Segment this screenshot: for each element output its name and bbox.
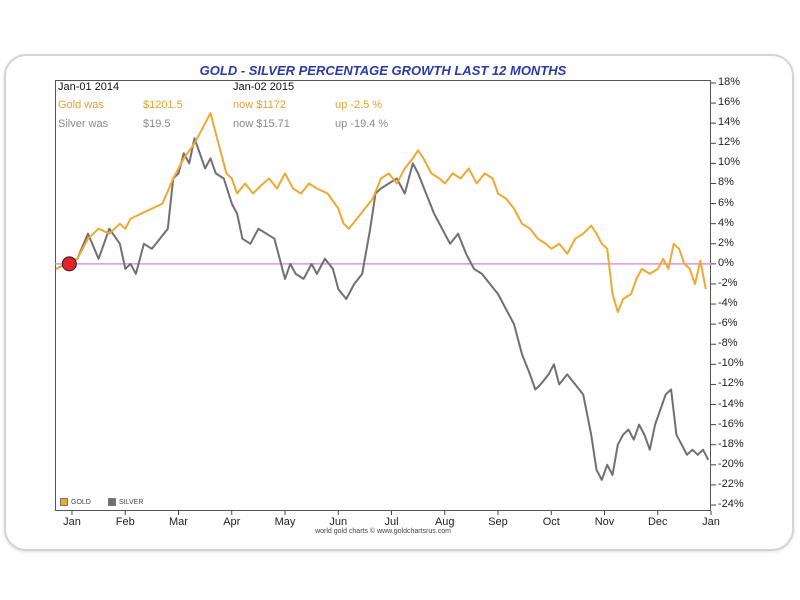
y-tick-label: 0% xyxy=(718,256,734,269)
silver-label: Silver was xyxy=(58,118,109,130)
chart-credit: world gold charts © www.goldchartsrus.co… xyxy=(315,528,451,535)
x-tick-label: Mar xyxy=(169,516,188,528)
y-tick-label: -14% xyxy=(718,397,744,410)
series-line-gold xyxy=(55,112,707,314)
y-tick-label: 4% xyxy=(718,216,734,229)
y-tick-label: -4% xyxy=(718,297,738,310)
y-tick-label: 10% xyxy=(718,156,741,169)
x-tick-label: Sep xyxy=(488,516,508,528)
y-tick-label: 18% xyxy=(718,76,741,88)
start-point-marker xyxy=(61,256,77,272)
x-tick-label: Jan xyxy=(63,516,81,528)
legend-silver: SILVER xyxy=(108,498,143,506)
y-tick-label: -18% xyxy=(718,437,744,450)
y-tick-label: 16% xyxy=(718,96,741,109)
silver-start-price: $19.5 xyxy=(143,118,171,130)
x-tick-label: Feb xyxy=(115,516,135,528)
y-tick-label: 12% xyxy=(718,136,741,149)
date-end: Jan-02 2015 xyxy=(233,81,295,93)
silver-now-price: now $15.71 xyxy=(233,118,290,130)
y-tick-label: -24% xyxy=(718,498,744,510)
y-tick-label: -2% xyxy=(718,276,738,289)
x-tick-label: Oct xyxy=(542,516,560,528)
x-tick-label: Dec xyxy=(647,516,668,528)
legend-gold-swatch xyxy=(60,498,68,506)
x-tick-label: Apr xyxy=(223,516,241,528)
y-tick-label: -20% xyxy=(718,457,744,470)
x-tick-label: Jun xyxy=(329,516,348,528)
gold-label: Gold was xyxy=(58,99,104,111)
silver-change: up -19.4 % xyxy=(335,118,389,130)
y-tick-label: -10% xyxy=(718,357,744,370)
x-tick-label: Jan xyxy=(702,516,720,528)
y-tick-label: -6% xyxy=(718,317,738,330)
gold-start-price: $1201.5 xyxy=(143,99,183,111)
y-tick-label: 8% xyxy=(718,176,734,189)
y-tick-label: 14% xyxy=(718,116,741,129)
x-tick-label: Aug xyxy=(434,516,455,528)
x-tick-label: May xyxy=(274,516,296,528)
date-start: Jan-01 2014 xyxy=(58,81,120,93)
gold-change: up -2.5 % xyxy=(335,99,383,111)
plot-area xyxy=(55,80,711,511)
chart-title: GOLD - SILVER PERCENTAGE GROWTH LAST 12 … xyxy=(199,63,567,78)
x-tick-label: Jul xyxy=(384,516,399,528)
legend-silver-label: SILVER xyxy=(119,498,144,506)
y-tick-label: -8% xyxy=(718,337,738,350)
y-tick-label: -12% xyxy=(718,377,744,390)
series-line-silver xyxy=(55,137,710,481)
x-tick-label: Nov xyxy=(594,516,615,528)
y-tick-label: -16% xyxy=(718,417,744,430)
y-tick-label: 6% xyxy=(718,196,734,209)
legend-silver-swatch xyxy=(108,498,116,506)
legend-gold-label: GOLD xyxy=(71,498,91,506)
gold-now-price: now $1172 xyxy=(233,99,287,111)
y-tick-label: -22% xyxy=(718,477,744,490)
chart-frame xyxy=(4,54,794,551)
legend-gold: GOLD xyxy=(60,498,91,506)
y-tick-label: 2% xyxy=(718,236,734,249)
